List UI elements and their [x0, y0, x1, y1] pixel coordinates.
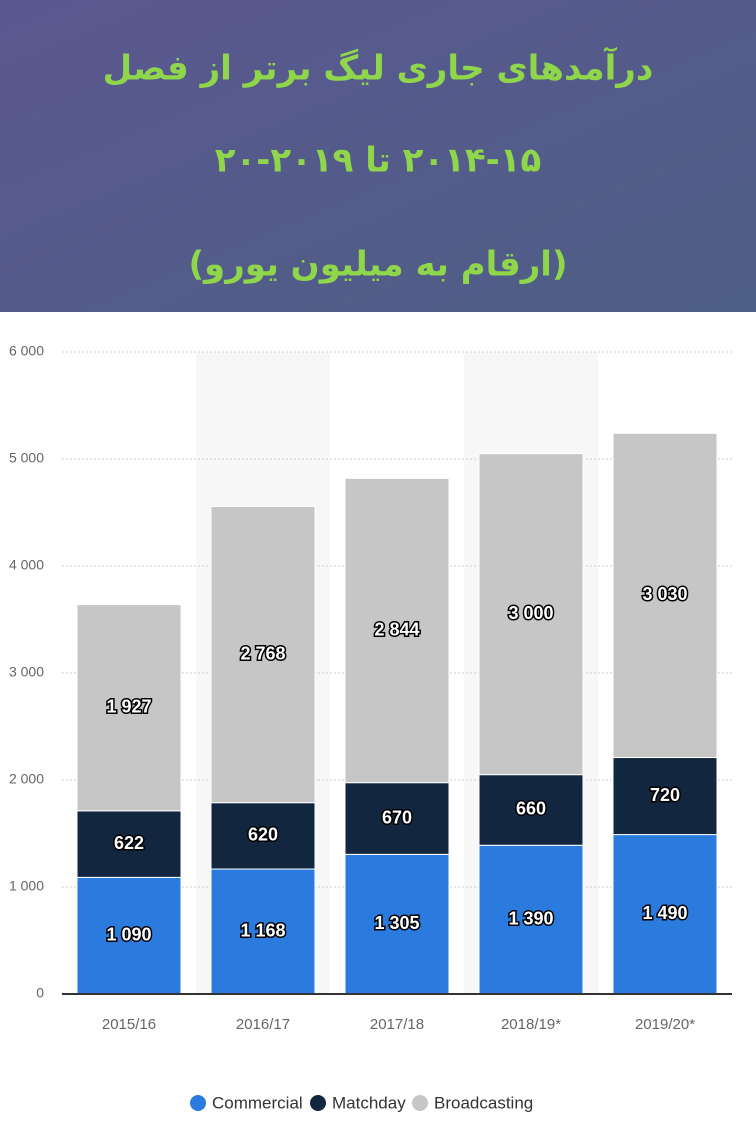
legend-label: Broadcasting — [434, 1093, 533, 1112]
bar-segment — [478, 844, 584, 995]
y-tick-label: 1 000 — [9, 878, 44, 894]
y-tick-label: 2 000 — [9, 771, 44, 787]
title-line: درآمدهای جاری لیگ برتر از فصل — [103, 47, 654, 89]
legend-label: Matchday — [332, 1093, 406, 1112]
data-label: 1 390 — [508, 908, 553, 928]
y-tick-label: 5 000 — [9, 450, 44, 466]
data-label: 1 490 — [642, 903, 687, 923]
bar-segment — [210, 802, 316, 870]
bar-segment — [76, 876, 182, 995]
legend-marker — [310, 1095, 326, 1111]
data-label: 1 090 — [106, 924, 151, 944]
y-tick-label: 3 000 — [9, 664, 44, 680]
bar-segment — [76, 604, 182, 812]
title-line: (ارقام به میلیون یورو) — [189, 245, 568, 285]
data-label: 1 927 — [106, 696, 151, 716]
data-label: 670 — [382, 807, 412, 827]
y-tick-label: 6 000 — [9, 343, 44, 359]
data-label: 622 — [114, 833, 144, 853]
data-label: 620 — [248, 825, 278, 845]
x-tick-label: 2016/17 — [236, 1016, 290, 1033]
data-label: 720 — [650, 785, 680, 805]
bar-segment — [612, 432, 718, 759]
legend-label: Commercial — [212, 1093, 303, 1112]
bar-segment — [612, 834, 718, 995]
data-label: 3 030 — [642, 584, 687, 604]
bar-segment — [612, 757, 718, 836]
header-background — [0, 0, 756, 312]
title-line: ۲۰۱۴-۱۵ تا ۲۰۱۹-۲۰ — [215, 141, 542, 181]
legend-marker — [190, 1095, 206, 1111]
bar-segment — [210, 506, 316, 804]
data-label: 1 168 — [240, 920, 285, 940]
data-label: 2 844 — [374, 619, 419, 639]
data-label: 2 768 — [240, 643, 285, 663]
legend-marker — [412, 1095, 428, 1111]
x-tick-label: 2017/18 — [370, 1016, 424, 1033]
data-label: 660 — [516, 799, 546, 819]
y-tick-label: 4 000 — [9, 557, 44, 573]
bar-segment — [344, 782, 450, 855]
bar-segment — [76, 810, 182, 878]
data-label: 3 000 — [508, 603, 553, 623]
y-tick-label: 0 — [36, 985, 44, 1001]
x-tick-label: 2015/16 — [102, 1016, 156, 1033]
x-tick-label: 2018/19* — [501, 1016, 561, 1033]
x-tick-label: 2019/20* — [635, 1016, 695, 1033]
data-label: 1 305 — [374, 913, 419, 933]
bar-segment — [344, 477, 450, 784]
bar-segment — [478, 453, 584, 776]
